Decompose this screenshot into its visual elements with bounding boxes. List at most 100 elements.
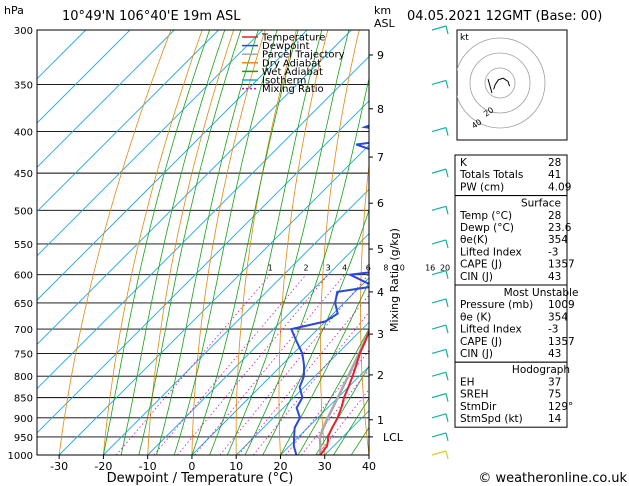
- wind-barb-flag: [445, 432, 449, 442]
- wet-adiabat-line: [156, 30, 259, 455]
- pressure-tick-label: 550: [14, 240, 33, 251]
- wind-barb: [431, 79, 447, 85]
- wet-adiabat-line: [209, 30, 323, 455]
- stats-row-value: -3: [548, 246, 558, 258]
- stats-row-value: 14: [548, 413, 562, 425]
- pressure-tick-label: 500: [14, 206, 33, 217]
- stats-row-label: CAPE (J): [460, 259, 502, 271]
- mixing-ratio-label: 3: [326, 264, 331, 273]
- x-axis-title: Dewpoint / Temperature (°C): [107, 471, 294, 486]
- temperature-tick-label: 30: [318, 460, 332, 473]
- pressure-tick-label: 600: [14, 271, 33, 282]
- wind-barb-flag: [445, 206, 449, 215]
- wind-barb-flag: [445, 413, 449, 422]
- mixing-ratio-label: 4: [342, 264, 347, 273]
- mixing-ratio-label: 10: [395, 264, 405, 273]
- stats-row-value: 75: [548, 389, 561, 401]
- stats-row-value: 43: [548, 271, 561, 283]
- stats-box-section: [454, 284, 568, 363]
- pressure-tick-label: 650: [14, 299, 33, 310]
- wind-barb-flag: [445, 270, 449, 279]
- stats-box-indices: [454, 154, 568, 197]
- series-line-temperature: [319, 329, 369, 455]
- stats-row-value: 354: [548, 311, 568, 323]
- stats-table: K 28 Totals Totals 41 PW (cm) 4.09 Surface Temp…: [454, 154, 578, 428]
- wind-barb: [431, 450, 447, 456]
- wind-barb: [431, 324, 447, 330]
- stats-row-label: Lifted Index: [460, 324, 522, 336]
- mixing-ratio-line: [301, 369, 369, 455]
- hodograph-frame: [456, 29, 568, 141]
- mixing-ratio-label: 2: [304, 264, 309, 273]
- wind-barb: [431, 393, 447, 399]
- stats-row-label: θe(K): [460, 234, 488, 246]
- km-tick-label: 3: [377, 328, 384, 341]
- pressure-tick-label: 450: [14, 169, 33, 180]
- stats-row-value: 41: [548, 169, 561, 181]
- stats-row-value: 1357: [548, 259, 575, 271]
- stats-row-label: EH: [460, 376, 475, 388]
- legend-label: Dewpoint: [262, 41, 310, 52]
- wind-barb-flag: [445, 80, 449, 89]
- legend-label: Dry Adiabat: [262, 58, 321, 69]
- copyright-label: © weatheronline.co.uk: [478, 471, 627, 486]
- wet-adiabat-line: [280, 280, 369, 455]
- stats-box-section: [454, 361, 568, 428]
- wind-barb: [431, 239, 447, 245]
- stats-row-value: 1009: [548, 299, 575, 311]
- wind-barb: [431, 432, 447, 438]
- wind-barb-flag: [445, 450, 449, 460]
- wind-barb: [431, 126, 447, 133]
- isotherm-line: [58, 144, 369, 455]
- mixing-ratio-label: 1: [268, 264, 273, 273]
- hodograph-unit: kt: [460, 33, 469, 43]
- mixing-ratio-label: 20: [440, 264, 450, 273]
- pressure-tick-label: 400: [14, 128, 33, 139]
- plot-frame: [36, 29, 370, 456]
- wind-barb: [431, 413, 447, 419]
- hodograph-ring: [457, 37, 546, 129]
- legend-label: Mixing Ratio: [262, 84, 324, 95]
- isotherm-line: [37, 30, 219, 213]
- hodograph-ring: [484, 67, 516, 99]
- dry-adiabat-line: [235, 30, 297, 455]
- stats-row-label: Totals Totals: [459, 169, 523, 181]
- lcl-label: LCL: [383, 431, 404, 444]
- stats-row-label: StmDir: [460, 401, 497, 413]
- wet-adiabat-lines: [103, 30, 369, 455]
- isotherm-line: [37, 30, 175, 168]
- mixing-ratio-line: [238, 294, 369, 455]
- km-tick-label: 9: [377, 49, 384, 62]
- pressure-tick-label: 350: [14, 80, 33, 91]
- mixing-ratio-label: 6: [366, 264, 371, 273]
- datetime-label: 04.05.2021 12GMT (Base: 00): [407, 9, 602, 24]
- stats-row-label: Dewp (°C): [460, 222, 514, 234]
- temperature-tick-label: -10: [139, 460, 157, 473]
- wet-adiabat-line: [244, 76, 369, 455]
- km-tick-label: 4: [377, 286, 384, 299]
- wind-barb-flag: [445, 372, 449, 381]
- sounding-series: [289, 124, 369, 455]
- km-tick-label: 7: [377, 151, 384, 164]
- dry-adiabat-line: [58, 30, 172, 455]
- mixing-ratio-line: [115, 274, 271, 455]
- stats-row-value: 1357: [548, 336, 575, 348]
- stats-row-value: 37: [548, 376, 561, 388]
- stats-row-label: CIN (J): [460, 271, 493, 283]
- stats-row-value: 23.6: [548, 222, 572, 234]
- stats-box-section: [454, 195, 568, 286]
- km-tick-label: 2: [377, 369, 384, 382]
- isotherm-line: [235, 321, 369, 455]
- wet-adiabat-line: [297, 328, 369, 455]
- wind-barb-flag: [445, 127, 449, 136]
- series-line-dewpoint: [289, 124, 369, 455]
- wind-barb-flag: [445, 393, 449, 402]
- mixing-ratio-label: 8: [383, 264, 388, 273]
- wet-adiabat-line: [138, 30, 242, 455]
- pressure-axis-labels: 300 350 400 450 500 550 600 650 700 750 800 850 900 9…: [8, 26, 33, 462]
- stats-row-label: CIN (J): [460, 348, 493, 360]
- wet-adiabat-line: [173, 30, 278, 455]
